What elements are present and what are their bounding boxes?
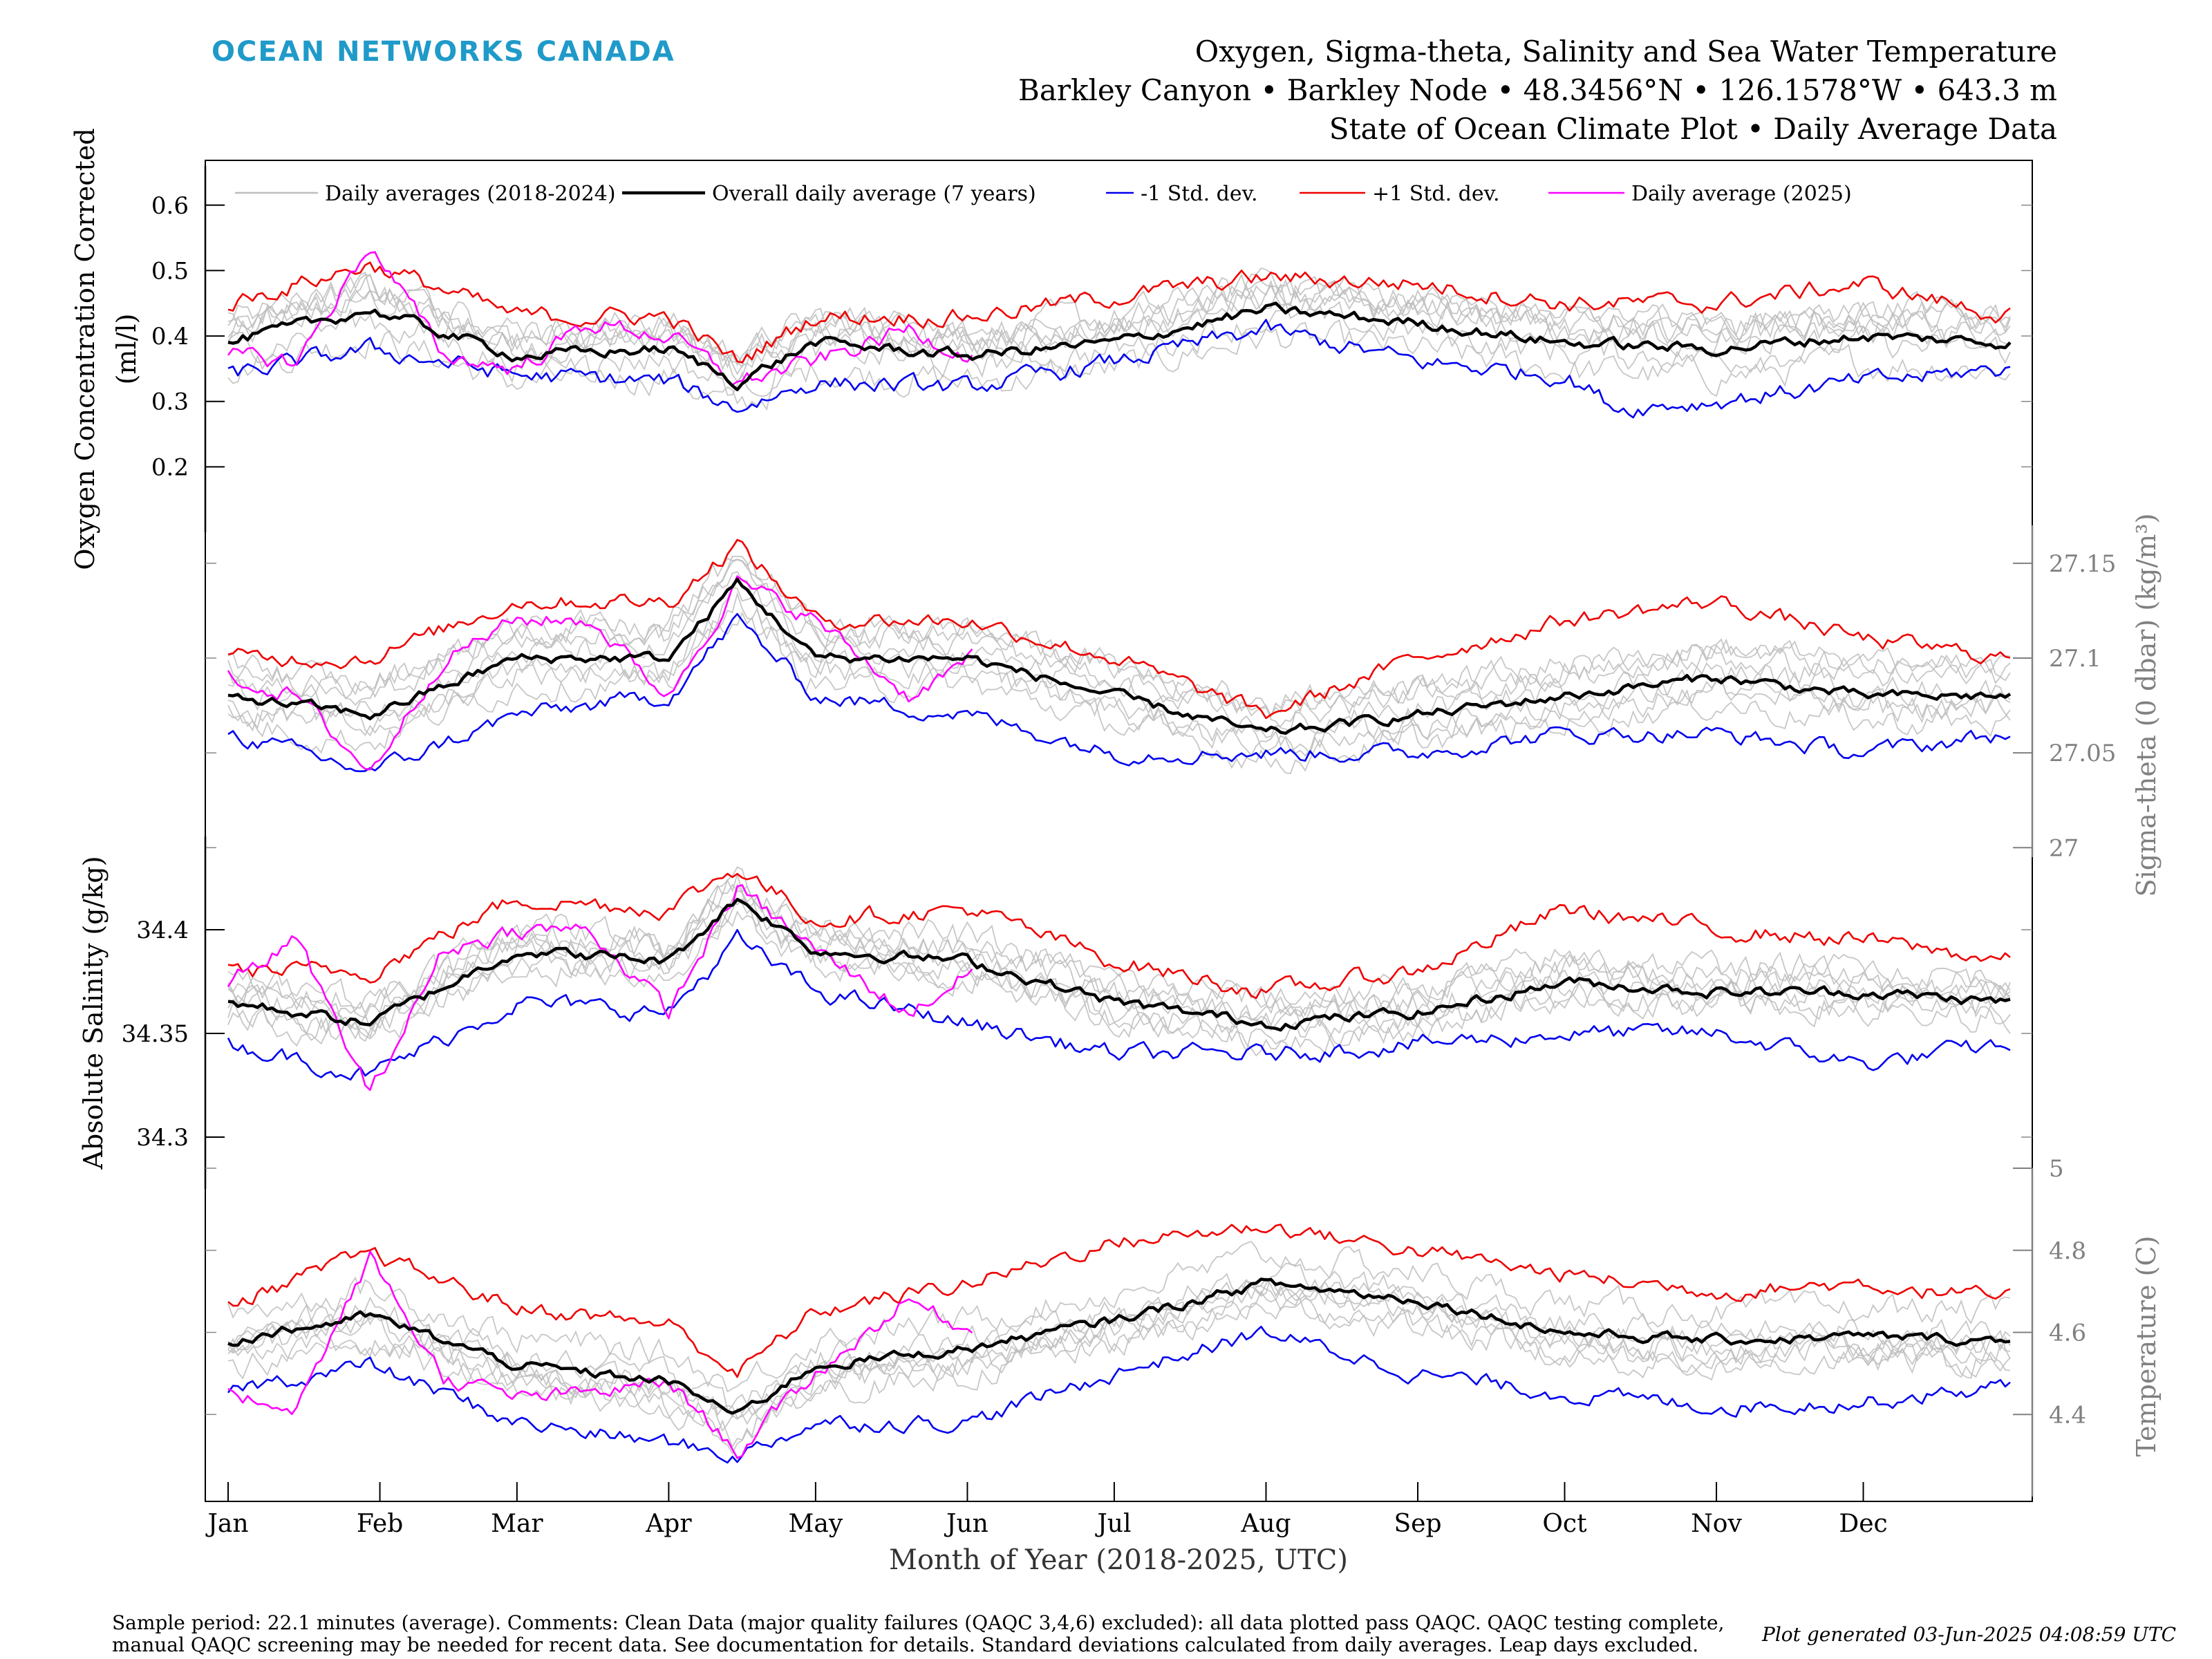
chart-subtitle-type: State of Ocean Climate Plot • Daily Aver… — [1329, 112, 2057, 146]
y-axis-label-oxygen: Oxygen Concentration Corrected — [70, 128, 100, 570]
series-mean — [227, 1277, 2011, 1415]
year-line — [227, 1263, 2011, 1413]
year-line — [227, 1280, 2011, 1424]
legend-entry-label: +1 Std. dev. — [1372, 182, 1500, 206]
year-line — [227, 611, 2011, 775]
x-tick-label: Nov — [1691, 1510, 1742, 1538]
y-axis-label-salinity: Absolute Salinity (g/kg) — [78, 856, 109, 1170]
x-tick-label: Feb — [357, 1510, 403, 1538]
y-tick-label: 27.05 — [2049, 740, 2116, 767]
x-tick-label: Dec — [1839, 1510, 1887, 1538]
year-line — [227, 283, 2011, 383]
x-tick-label: Jul — [1094, 1510, 1131, 1538]
legend-entry-label: -1 Std. dev. — [1141, 182, 1258, 206]
x-axis-label: Month of Year (2018-2025, UTC) — [889, 1544, 1348, 1576]
footer-note-line1: Sample period: 22.1 minutes (average). C… — [112, 1611, 1725, 1634]
y-tick-label: 34.35 — [122, 1020, 189, 1048]
y-tick-label: 27 — [2049, 834, 2079, 862]
series-current — [227, 575, 973, 771]
x-tick-label: Mar — [491, 1510, 543, 1538]
y-tick-label: 34.4 — [136, 917, 189, 944]
year-line — [227, 557, 2011, 718]
year-line — [227, 897, 2011, 1054]
year-line — [227, 910, 2011, 1057]
series-mean — [227, 897, 2011, 1032]
series-plus-sd — [227, 872, 2011, 1000]
y-tick-label: 0.2 — [151, 453, 189, 481]
year-line — [227, 900, 2011, 1041]
series-plus-sd — [227, 261, 2011, 364]
year-line — [227, 1277, 2011, 1432]
series-plus-sd — [227, 538, 2011, 720]
y-tick-label: 4.4 — [2049, 1401, 2086, 1429]
x-tick-label: Oct — [1542, 1510, 1587, 1538]
y-tick-label: 34.3 — [136, 1124, 189, 1152]
series-plus-sd — [227, 1224, 2011, 1378]
year-line — [227, 1297, 2011, 1455]
year-line — [227, 559, 2011, 717]
plot-area — [205, 160, 2033, 1502]
series-minus-sd — [227, 928, 2011, 1081]
legend-entry-label: Daily averages (2018-2024) — [325, 182, 616, 206]
panel-sigma_theta: 27 27.05 27.1 27.15 Sigma-theta (0 dbar) (kg… — [205, 514, 2162, 897]
y-axis-label-sigma_theta: Sigma-theta (0 dbar) (kg/m³) — [2131, 514, 2162, 897]
x-tick-label: Jan — [205, 1510, 248, 1538]
y-tick-label: 27.1 — [2049, 645, 2101, 673]
y-tick-label: 0.3 — [151, 388, 189, 416]
year-line — [227, 866, 2011, 1013]
year-line — [227, 1290, 2011, 1448]
year-line — [227, 592, 2011, 756]
legend-entry-label: Overall daily average (7 years) — [712, 182, 1036, 206]
series-minus-sd — [227, 1325, 2011, 1464]
chart-title: Oxygen, Sigma-theta, Salinity and Sea Wa… — [1194, 35, 2057, 68]
year-line — [227, 267, 2011, 369]
series-minus-sd — [227, 319, 2011, 419]
series-current — [227, 884, 973, 1091]
footer-note-line2: manual QAQC screening may be needed for … — [112, 1633, 1699, 1656]
x-tick-label: Apr — [645, 1510, 692, 1538]
year-line — [227, 1241, 2011, 1393]
legend-entry-label: Daily average (2025) — [1631, 182, 1852, 206]
chart-subtitle-location: Barkley Canyon • Barkley Node • 48.3456°… — [1018, 73, 2057, 107]
x-tick-label: Aug — [1240, 1510, 1291, 1538]
y-tick-label: 27.15 — [2049, 550, 2116, 578]
y-axis-label-temperature: Temperature (C) — [2131, 1236, 2162, 1457]
series-mean — [227, 577, 2012, 735]
panel-salinity: 34.3 34.35 34.4 Absolute Salinity (g/kg) — [78, 836, 2032, 1189]
footer-note: Sample period: 22.1 minutes (average). C… — [112, 1612, 1771, 1656]
year-line — [227, 319, 2011, 411]
series-current — [227, 251, 973, 386]
brand-logo-text: OCEAN NETWORKS CANADA — [212, 36, 675, 68]
y-tick-label: 4.6 — [2049, 1320, 2086, 1347]
y-tick-label: 0.6 — [151, 192, 189, 220]
x-tick-label: Sep — [1394, 1510, 1442, 1538]
x-tick-label: Jun — [944, 1510, 988, 1538]
x-axis: Jan Feb Mar Apr May Jun Jul Aug Sep Oct Nov Dec Mont… — [205, 1482, 1888, 1576]
y-tick-label: 5 — [2049, 1155, 2064, 1183]
y-axis-label-unit-oxygen: (ml/l) — [111, 314, 142, 385]
y-tick-label: 0.4 — [151, 323, 189, 350]
legend: Daily averages (2018-2024) Overall daily … — [235, 182, 1852, 206]
year-line — [227, 273, 2011, 375]
panel-temperature: 4.4 4.6 4.8 5 Temperature (C) — [205, 1155, 2162, 1497]
panel-oxygen: 0.2 0.3 0.4 0.5 0.6 Oxygen Concentration Corr… — [70, 128, 2032, 570]
y-tick-label: 0.5 — [151, 257, 189, 285]
series-mean — [227, 301, 2012, 391]
y-tick-label: 4.8 — [2049, 1237, 2086, 1265]
generated-timestamp: Plot generated 03-Jun-2025 04:08:59 UTC — [1762, 1623, 2176, 1646]
series-minus-sd — [227, 612, 2011, 773]
panels-layer: 0.2 0.3 0.4 0.5 0.6 Oxygen Concentration Corr… — [70, 128, 2162, 1497]
series-current — [227, 1250, 973, 1459]
year-line — [227, 872, 2011, 1020]
x-tick-label: May — [789, 1510, 843, 1538]
